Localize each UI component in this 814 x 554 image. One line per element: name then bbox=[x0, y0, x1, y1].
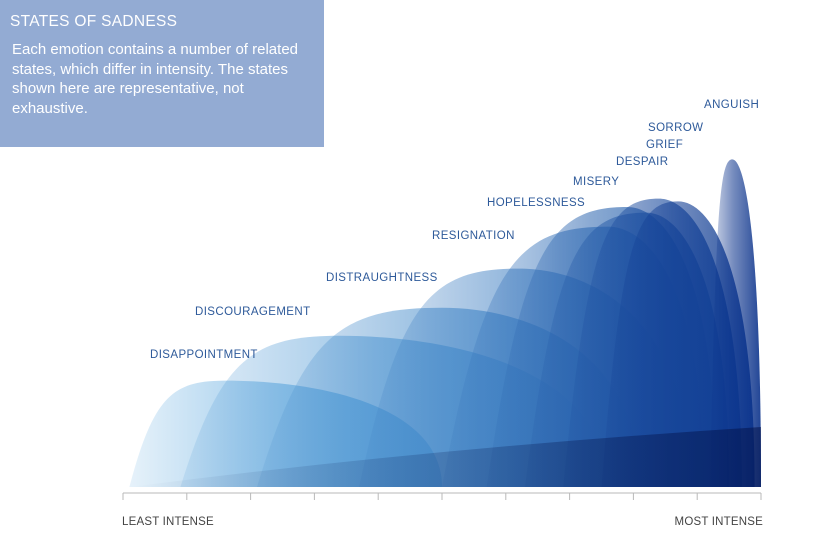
state-label-resignation: RESIGNATION bbox=[432, 230, 515, 242]
state-labels: DISAPPOINTMENT DISCOURAGEMENT DISTRAUGHTNE… bbox=[150, 99, 759, 361]
state-label-grief: GRIEF bbox=[646, 139, 683, 151]
state-label-discouragement: DISCOURAGEMENT bbox=[195, 306, 311, 318]
state-label-distraughtness: DISTRAUGHTNESS bbox=[326, 272, 438, 284]
most-intense-label: MOST INTENSE bbox=[675, 516, 764, 528]
state-label-hopelessness: HOPELESSNESS bbox=[487, 197, 585, 209]
intensity-shading bbox=[129, 427, 761, 487]
chart-title: STATES OF SADNESS bbox=[10, 13, 178, 30]
info-box: STATES OF SADNESS Each emotion contains … bbox=[0, 0, 324, 147]
state-label-sorrow: SORROW bbox=[648, 122, 703, 134]
state-mounds bbox=[129, 159, 761, 487]
state-label-despair: DESPAIR bbox=[616, 156, 668, 168]
intensity-axis bbox=[122, 492, 762, 500]
state-label-misery: MISERY bbox=[573, 176, 619, 188]
least-intense-label: LEAST INTENSE bbox=[122, 516, 214, 528]
state-label-disappointment: DISAPPOINTMENT bbox=[150, 349, 258, 361]
chart-description: Each emotion contains a number of relate… bbox=[12, 41, 299, 117]
state-mound-anguish bbox=[709, 159, 761, 487]
state-label-anguish: ANGUISH bbox=[704, 99, 759, 111]
